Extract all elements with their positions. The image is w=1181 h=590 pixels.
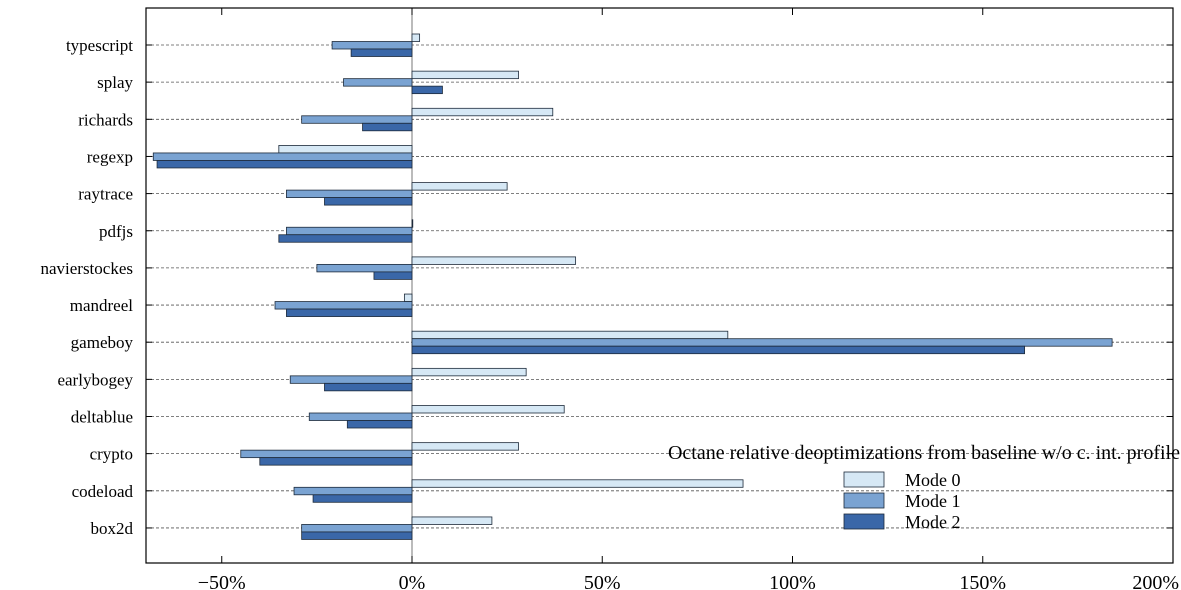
bar-mode-1: [301, 524, 413, 533]
category-label: navierstockes: [40, 259, 133, 278]
bar-mode-2: [350, 48, 413, 57]
bar-mode-0: [411, 516, 493, 525]
bar-mode-0: [411, 442, 519, 451]
bar-mode-2: [259, 457, 413, 466]
bar-mode-0: [411, 479, 744, 488]
x-tick-label: −50%: [198, 572, 246, 590]
category-label: richards: [78, 110, 133, 129]
category-label: splay: [97, 73, 133, 92]
category-label: earlybogey: [57, 370, 133, 389]
bar-mode-2: [346, 420, 413, 429]
category-label: crypto: [90, 445, 133, 464]
bar-mode-1: [286, 189, 413, 199]
category-label: regexp: [87, 147, 133, 166]
bar-mode-0: [411, 107, 554, 117]
bar-mode-1: [316, 263, 413, 273]
legend: Octane relative deoptimizations from bas…: [668, 442, 1180, 532]
bar-mode-2: [411, 85, 443, 95]
category-label: mandreel: [70, 296, 134, 315]
bar-mode-1: [411, 338, 1113, 347]
x-tick-label: 100%: [769, 572, 816, 590]
bar-mode-2: [286, 308, 413, 317]
bars: [152, 33, 1113, 540]
bar-mode-1: [152, 152, 413, 161]
bar-mode-2: [411, 345, 1026, 355]
legend-swatch: [843, 471, 885, 488]
bar-mode-0: [411, 367, 527, 377]
bar-mode-2: [373, 271, 413, 280]
category-label: deltablue: [71, 408, 133, 427]
bar-mode-2: [324, 197, 413, 206]
bar-mode-1: [240, 449, 413, 459]
bar-mode-2: [362, 122, 413, 132]
category-label: raytrace: [78, 185, 133, 204]
legend-label: Mode 0: [905, 470, 961, 490]
bar-mode-0: [403, 293, 413, 302]
bar-mode-0: [278, 145, 413, 154]
bar-mode-2: [278, 234, 413, 243]
bar-mode-2: [301, 531, 413, 540]
x-tick-label: 150%: [959, 572, 1006, 590]
x-axis-ticks: −50% 0% 50% 100% 150% 200%: [146, 8, 1179, 590]
bar-mode-0: [411, 256, 577, 265]
bar-mode-2: [312, 494, 413, 503]
bar-mode-2: [156, 160, 413, 169]
category-label: pdfjs: [99, 222, 133, 241]
bar-mode-1: [289, 375, 413, 384]
legend-label: Mode 1: [905, 491, 961, 511]
bar-mode-0: [411, 405, 565, 414]
category-label: codeload: [72, 482, 134, 501]
x-tick-label: 0%: [399, 572, 426, 590]
bar-mode-1: [274, 301, 413, 310]
bar-mode-0: [411, 70, 519, 80]
category-labels: typescript splay richards regexp raytrace pdf…: [40, 36, 133, 538]
category-label: typescript: [66, 36, 133, 55]
bar-mode-1: [331, 41, 413, 50]
plot-frame: [145, 7, 1174, 564]
bar-mode-1: [286, 226, 413, 236]
x-tick-label: 50%: [584, 572, 621, 590]
category-label: gameboy: [71, 333, 134, 352]
category-label: box2d: [91, 519, 134, 538]
legend-swatch: [843, 513, 885, 530]
bar-mode-1: [301, 115, 413, 124]
x-tick-label: 200%: [1132, 572, 1179, 590]
bar-mode-1: [308, 412, 413, 421]
bar-mode-0: [411, 219, 414, 228]
legend-label: Mode 2: [905, 512, 961, 532]
bar-mode-0: [411, 33, 421, 42]
bar-mode-2: [324, 382, 413, 392]
legend-swatch: [843, 492, 885, 509]
bar-mode-0: [411, 330, 729, 340]
legend-title: Octane relative deoptimizations from bas…: [668, 442, 1180, 464]
bar-mode-1: [343, 78, 413, 87]
bar-mode-1: [293, 486, 413, 496]
bar-mode-0: [411, 182, 508, 191]
